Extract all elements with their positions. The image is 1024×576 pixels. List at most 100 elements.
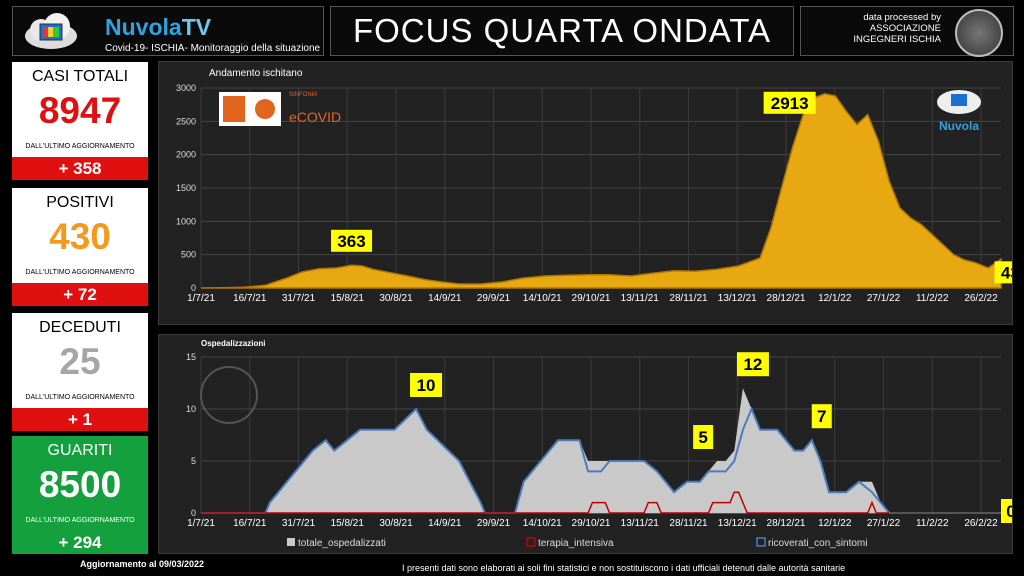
card-label: CASI TOTALI [31,68,129,85]
x-tick-label: 27/1/22 [867,293,901,304]
chart-title: Andamento ischitano [209,68,303,79]
x-tick-label: 31/7/21 [282,293,316,304]
x-tick-label: 11/2/22 [916,518,949,529]
x-tick-label: 11/2/22 [916,293,949,304]
x-tick-label: 29/9/21 [477,518,511,529]
page-title: FOCUS QUARTA ONDATA [330,6,794,56]
x-tick-label: 29/9/21 [477,293,511,304]
terapia-intensiva-line [201,491,890,514]
callout-label: 2913 [771,94,809,113]
callout-box [811,404,832,429]
header-subtitle: Covid-19- ISCHIA- Monitoraggio della sit… [105,43,321,54]
card-since: DALL'ULTIMO AGGIORNAMENTO [25,517,135,524]
y-tick-label: 1000 [176,216,196,226]
totale-ospedalizzati-area [201,388,890,513]
chart-title: Ospedalizzazioni [201,339,265,348]
legend-swatch [756,537,766,547]
card-delta: + 72 [12,283,148,306]
x-tick-label: 30/8/21 [379,293,413,304]
card-since: DALL'ULTIMO AGGIORNAMENTO [25,269,135,276]
nuvola-logo-screen [951,94,967,106]
card-value: 8500 [38,464,122,505]
callout-box [331,229,373,252]
x-tick-label: 28/12/21 [767,518,806,529]
x-tick-label: 14/9/21 [428,293,462,304]
assoc-line-3: INGEGNERI ISCHIA [853,34,941,45]
cases-area-chart: Andamento ischitano 0 500 1000 1500 2000 2500 3… [176,68,1024,304]
y-tick-label: 3000 [176,83,196,93]
x-tick-label: 14/9/21 [428,518,462,529]
sinfonia-logo-mark [223,96,245,122]
callout-label: 12 [743,355,762,374]
hospital-chart-panel: Ospedalizzazioni 0 5 10 15 1/7/21 16/7/21 31/7/… [158,334,1021,554]
callout-label: 10 [417,376,436,395]
watermark-seal-icon [200,366,258,424]
x-tick-label: 26/2/22 [964,518,998,529]
x-tick-label: 1/7/21 [187,518,215,529]
x-tick-label: 30/8/21 [379,518,413,529]
legend-swatch [287,538,295,546]
x-tick-label: 15/8/21 [331,293,365,304]
cases-area-series [200,93,1002,289]
legend-label: totale_ospedalizzati [298,538,386,549]
y-tick-label: 2000 [176,150,196,160]
x-tick-label: 29/10/21 [572,518,611,529]
sinfonia-logo-text: SINFONIA [289,92,317,98]
card-label: GUARITI [47,442,113,459]
card-since: DALL'ULTIMO AGGIORNAMENTO [25,143,135,150]
x-tick-label: 28/11/21 [669,518,708,529]
card-delta: + 294 [12,531,148,554]
x-tick-label: 28/11/21 [669,293,708,304]
x-tick-label: 27/1/22 [867,518,901,529]
callout-label: 0 [1006,502,1012,521]
x-tick-label: 13/11/21 [621,293,660,304]
ricoverati-con-sintomi-line [201,406,890,514]
card-deceduti: DECEDUTI 25 DALL'ULTIMO AGGIORNAMENTO + … [12,313,148,431]
cases-chart-panel: Andamento ischitano 0 500 1000 1500 2000 2500 3… [158,61,1024,325]
hospital-area-chart: Ospedalizzazioni 0 5 10 15 1/7/21 16/7/21 31/7/… [186,339,1021,549]
legend-label: ricoverati_con_sintomi [768,538,868,549]
callout-label: 7 [817,407,826,426]
legend-label: terapia_intensiva [538,538,614,549]
nuvola-logo-text: Nuvola [939,119,979,133]
y-tick-label: 5 [191,456,196,466]
x-tick-label: 13/11/21 [621,518,660,529]
y-tick-label: 15 [186,352,196,362]
update-date: Aggiornamento al 09/03/2022 [80,559,205,569]
legend-swatch [526,537,536,547]
y-tick-label: 10 [186,404,196,414]
y-tick-label: 2500 [176,116,196,126]
card-value: 25 [59,341,101,382]
brand-name: NuvolaTV [105,14,212,40]
x-tick-label: 13/12/21 [718,293,757,304]
x-tick-label: 1/7/21 [187,293,215,304]
card-casi-totali: CASI TOTALI 8947 DALL'ULTIMO AGGIORNAMEN… [12,62,148,180]
x-tick-label: 12/1/22 [818,293,852,304]
x-tick-label: 29/10/21 [572,293,611,304]
x-tick-label: 16/7/21 [233,518,267,529]
y-tick-label: 500 [181,250,196,260]
card-value: 430 [49,216,111,257]
nuvola-cloud-icon [25,13,77,49]
disclaimer: I presenti dati sono elaborati ai soli f… [402,563,846,573]
callout-box [410,373,443,397]
card-positivi: POSITIVI 430 DALL'ULTIMO AGGIORNAMENTO +… [12,188,148,306]
x-tick-label: 16/7/21 [233,293,267,304]
x-tick-label: 13/12/21 [718,518,757,529]
callout-box [736,352,769,377]
callout-box [763,91,816,114]
card-delta: + 1 [12,408,148,431]
card-guariti: GUARITI 8500 DALL'ULTIMO AGGIORNAMENTO +… [12,436,148,554]
association-seal-icon [955,9,1003,57]
card-label: DECEDUTI [39,319,121,336]
callout-label: 5 [698,428,707,447]
callout-label: 430 [1001,263,1012,282]
x-tick-label: 14/10/21 [523,293,562,304]
callout-box [693,425,714,449]
y-tick-label: 0 [191,508,196,518]
brand-header: NuvolaTV Covid-19- ISCHIA- Monitoraggio … [12,6,324,56]
x-tick-label: 31/7/21 [282,518,316,529]
ecovid-logo-text: eCOVID [289,109,341,125]
x-tick-label: 15/8/21 [331,518,365,529]
callout-label: 363 [337,232,365,251]
